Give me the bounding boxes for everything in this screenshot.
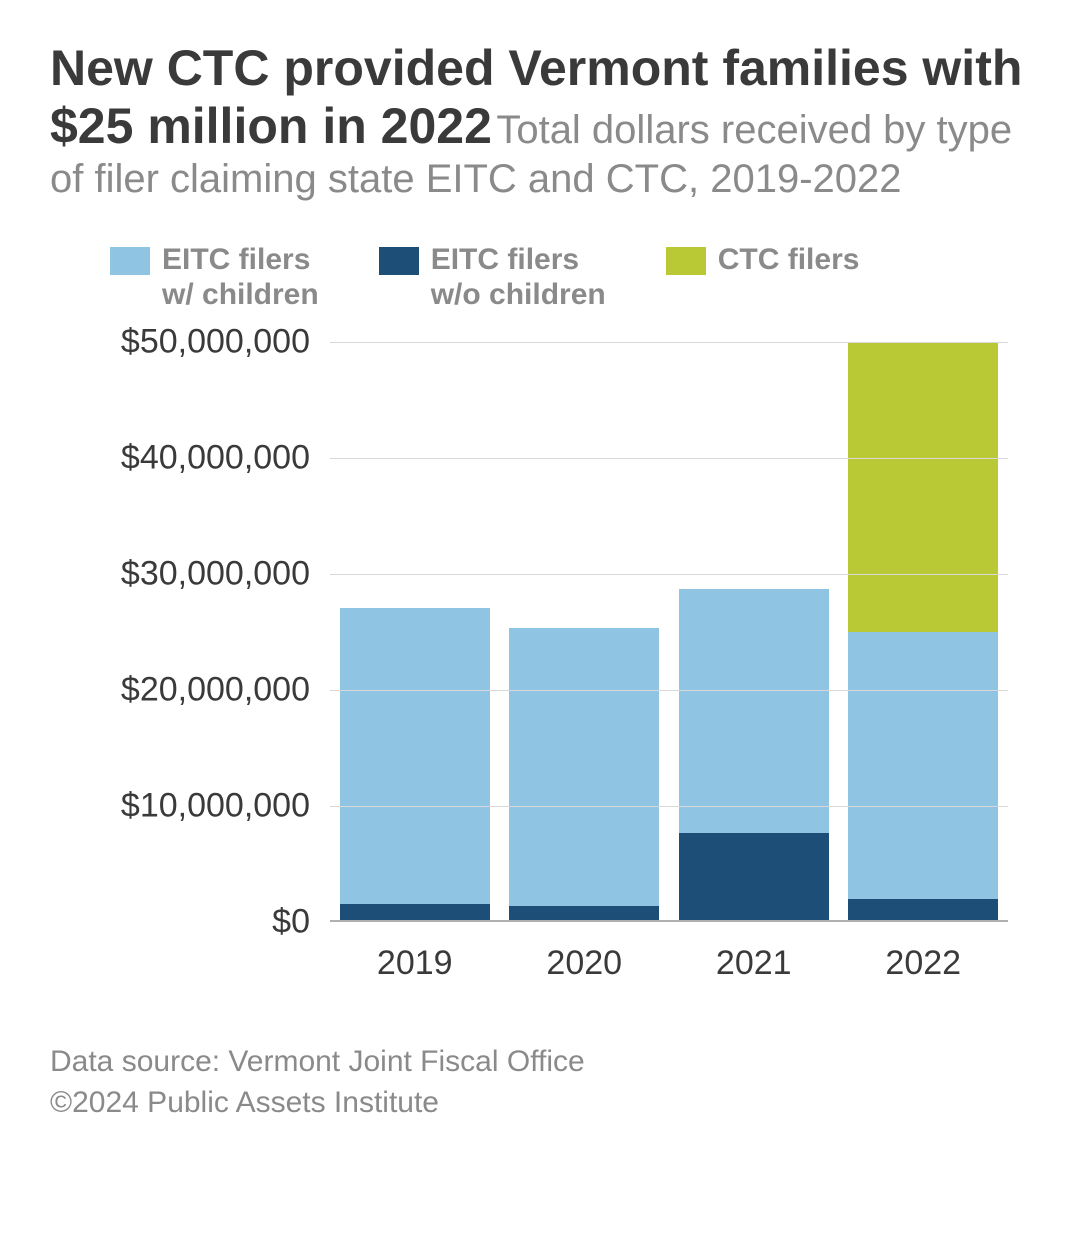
- y-tick-label: $0: [50, 903, 310, 942]
- copyright: ©2024 Public Assets Institute: [50, 1083, 1028, 1124]
- bar-segment: [509, 906, 659, 920]
- gridline: [330, 342, 1008, 343]
- bar-segment: [509, 628, 659, 906]
- x-tick-label: 2019: [340, 932, 490, 982]
- bar-group: [848, 342, 998, 920]
- legend-item: EITC filers w/ children: [110, 243, 319, 312]
- x-tick-label: 2021: [679, 932, 829, 982]
- gridline: [330, 458, 1008, 459]
- legend-swatch: [110, 247, 150, 275]
- legend-label: EITC filers w/ children: [162, 243, 319, 312]
- y-tick-label: $50,000,000: [50, 323, 310, 362]
- legend-swatch: [379, 247, 419, 275]
- bar-segment: [340, 904, 490, 920]
- bar-segment: [848, 899, 998, 920]
- bar-segment: [340, 608, 490, 904]
- footer: Data source: Vermont Joint Fiscal Office…: [50, 1042, 1028, 1123]
- bar-segment: [848, 342, 998, 632]
- legend-item: CTC filers: [666, 243, 860, 312]
- bar-segment: [848, 632, 998, 899]
- gridline: [330, 690, 1008, 691]
- data-source: Data source: Vermont Joint Fiscal Office: [50, 1042, 1028, 1083]
- bar-group: [509, 628, 659, 920]
- title-block: New CTC provided Vermont families with $…: [50, 40, 1028, 203]
- bar-group: [679, 589, 829, 920]
- legend-swatch: [666, 247, 706, 275]
- x-tick-label: 2020: [509, 932, 659, 982]
- y-tick-label: $20,000,000: [50, 671, 310, 710]
- bar-group: [340, 608, 490, 920]
- legend-item: EITC filers w/o children: [379, 243, 606, 312]
- gridline: [330, 574, 1008, 575]
- x-axis-labels: 2019 2020 2021 2022: [330, 932, 1008, 982]
- y-tick-label: $10,000,000: [50, 787, 310, 826]
- x-tick-label: 2022: [848, 932, 998, 982]
- legend-label: CTC filers: [718, 243, 860, 278]
- bar-segment: [679, 589, 829, 833]
- y-axis: $0$10,000,000$20,000,000$30,000,000$40,0…: [50, 342, 320, 922]
- y-tick-label: $30,000,000: [50, 555, 310, 594]
- plot-area: [330, 342, 1008, 922]
- y-tick-label: $40,000,000: [50, 439, 310, 478]
- legend: EITC filers w/ children EITC filers w/o c…: [110, 243, 1028, 312]
- bars-container: [330, 342, 1008, 920]
- gridline: [330, 806, 1008, 807]
- legend-label: EITC filers w/o children: [431, 243, 606, 312]
- bar-segment: [679, 833, 829, 920]
- chart-area: $0 $10,000,000 $20,000,000 $30,000,000 $40,0…: [50, 342, 1028, 982]
